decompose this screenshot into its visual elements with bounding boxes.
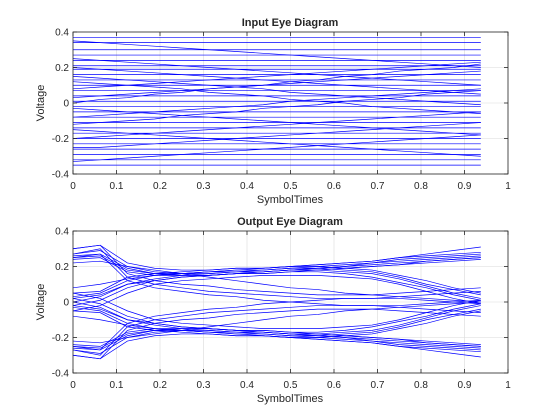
- y-tick-label: -0.2: [52, 333, 70, 344]
- x-tick-label: 0.1: [110, 380, 124, 391]
- trace-group: [73, 36, 481, 166]
- series-line: [73, 76, 481, 106]
- series-line: [73, 129, 481, 157]
- y-tick-label: -0.4: [52, 170, 70, 181]
- x-tick-label: 1: [505, 181, 511, 192]
- series-line: [73, 122, 481, 148]
- series-line: [73, 90, 481, 125]
- series-line: [73, 253, 481, 306]
- x-axis-label: SymbolTimes: [257, 194, 324, 206]
- chart-title: Input Eye Diagram: [242, 17, 339, 29]
- series-line: [73, 248, 481, 299]
- series-line: [73, 315, 481, 358]
- series-line: [73, 305, 481, 347]
- series-line: [73, 246, 481, 289]
- series-line: [73, 107, 481, 136]
- series-line: [73, 305, 481, 356]
- y-axis-label: Voltage: [35, 85, 47, 122]
- input-eye-diagram-axes: 0 0.1 0.2 0.3 0.4 0.5 0.6 0.7 0.8 0.9 1 0.4 0.2 0 -0.2…: [35, 17, 511, 206]
- series-line: [73, 267, 481, 298]
- x-tick-label: 0: [70, 181, 76, 192]
- x-tick-label: 0.4: [240, 380, 254, 391]
- series-line: [73, 40, 481, 68]
- x-tick-label: 0.8: [414, 181, 428, 192]
- x-tick-label: 0.2: [153, 181, 167, 192]
- x-tick-label: 0.6: [327, 181, 341, 192]
- series-line: [73, 260, 481, 303]
- chart-title: Output Eye Diagram: [237, 216, 343, 228]
- y-tick-label: 0.4: [55, 227, 69, 238]
- x-tick-label: 0.7: [371, 181, 385, 192]
- series-line: [73, 306, 481, 337]
- x-tick-label: 0.8: [414, 380, 428, 391]
- output-eye-diagram-axes: 0 0.1 0.2 0.3 0.4 0.5 0.6 0.7 0.8 0.9 1 0.4 0.2 0 -0.2…: [35, 216, 511, 405]
- series-line: [73, 275, 481, 312]
- y-tick-label: 0.2: [55, 63, 69, 74]
- x-tick-label: 0.9: [458, 380, 472, 391]
- y-tick-label: 0: [63, 99, 69, 110]
- trace-group: [73, 244, 481, 360]
- y-tick-label: 0: [63, 298, 69, 309]
- y-tick-label: 0.2: [55, 262, 69, 273]
- series-line: [73, 81, 481, 114]
- x-tick-label: 0.1: [110, 181, 124, 192]
- x-axis-label: SymbolTimes: [257, 393, 324, 405]
- series-line: [73, 67, 481, 95]
- series-line: [73, 257, 481, 299]
- series-line: [73, 292, 481, 329]
- y-tick-label: -0.2: [52, 134, 70, 145]
- x-tick-label: 0.7: [371, 380, 385, 391]
- x-tick-label: 0.5: [284, 380, 298, 391]
- y-axis-label: Voltage: [35, 284, 47, 321]
- series-line: [73, 301, 481, 344]
- y-tick-label: -0.4: [52, 369, 70, 380]
- x-tick-label: 0.5: [284, 181, 298, 192]
- series-line: [73, 61, 481, 90]
- y-tick-label: 0.4: [55, 28, 69, 39]
- x-tick-label: 0.4: [240, 181, 254, 192]
- x-tick-label: 0.3: [197, 380, 211, 391]
- x-tick-label: 0.3: [197, 181, 211, 192]
- x-tick-label: 0.9: [458, 181, 472, 192]
- series-line: [73, 63, 481, 104]
- series-line: [73, 58, 481, 86]
- series-line: [73, 70, 481, 99]
- series-line: [73, 298, 481, 351]
- series-line: [73, 134, 481, 162]
- x-tick-label: 0.6: [327, 380, 341, 391]
- x-tick-label: 0: [70, 380, 76, 391]
- x-tick-label: 0.2: [153, 380, 167, 391]
- x-tick-label: 1: [505, 380, 511, 391]
